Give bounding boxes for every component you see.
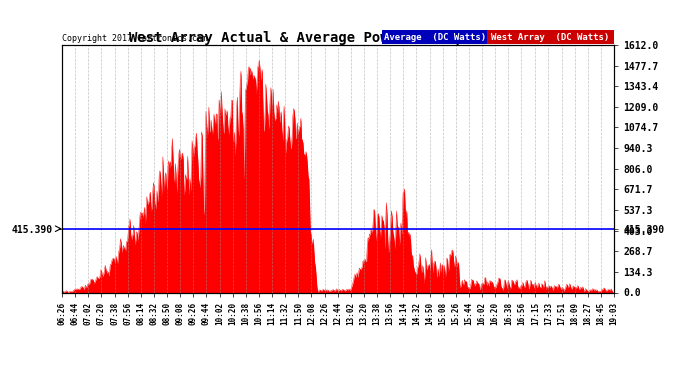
Text: Average  (DC Watts): Average (DC Watts)	[384, 33, 486, 42]
Text: Copyright 2017 Cartronics.com: Copyright 2017 Cartronics.com	[62, 33, 207, 42]
FancyBboxPatch shape	[487, 30, 614, 44]
Title: West Array Actual & Average Power Mon Apr 10 19:15: West Array Actual & Average Power Mon Ap…	[129, 31, 547, 45]
FancyBboxPatch shape	[382, 30, 487, 44]
Text: West Array  (DC Watts): West Array (DC Watts)	[491, 33, 610, 42]
